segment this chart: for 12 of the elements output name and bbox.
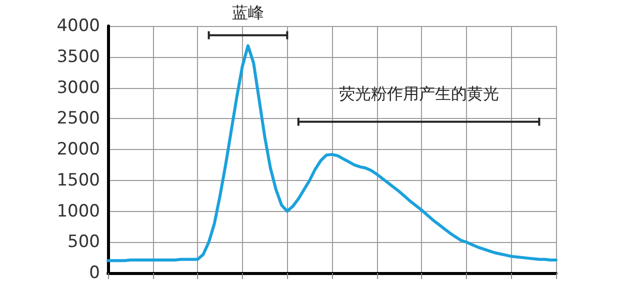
text: 蓝峰	[232, 2, 264, 22]
y-tick-label: 3500	[56, 46, 100, 67]
y-tick-label: 3000	[56, 78, 100, 98]
y-tick-label: 2500	[56, 108, 100, 129]
y-tick-label: 1500	[56, 170, 100, 190]
annotation: 荧光粉作用产生的黄光	[338, 84, 499, 103]
y-tick-label: 1000	[56, 201, 100, 222]
y-tick-label: 2000	[56, 140, 100, 160]
y-tick-label: 0	[89, 263, 100, 283]
line-series	[106, 44, 558, 262]
y-tick-label: 4000	[56, 16, 100, 36]
y-tick-label: 500	[68, 232, 100, 252]
